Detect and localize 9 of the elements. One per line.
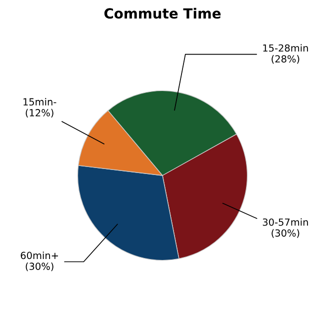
data-label: (12%) <box>26 108 54 118</box>
slice-label: 15min- <box>24 98 56 106</box>
data-label: (30%) <box>26 262 54 272</box>
slice-label: 60min+ <box>20 252 58 260</box>
data-label: (30%) <box>272 229 300 238</box>
data-label: (28%) <box>272 55 300 64</box>
chart-title: Commute Time <box>104 8 221 19</box>
slice-label: 30-57min <box>262 218 308 226</box>
slice-label: 15-28min <box>263 44 308 52</box>
